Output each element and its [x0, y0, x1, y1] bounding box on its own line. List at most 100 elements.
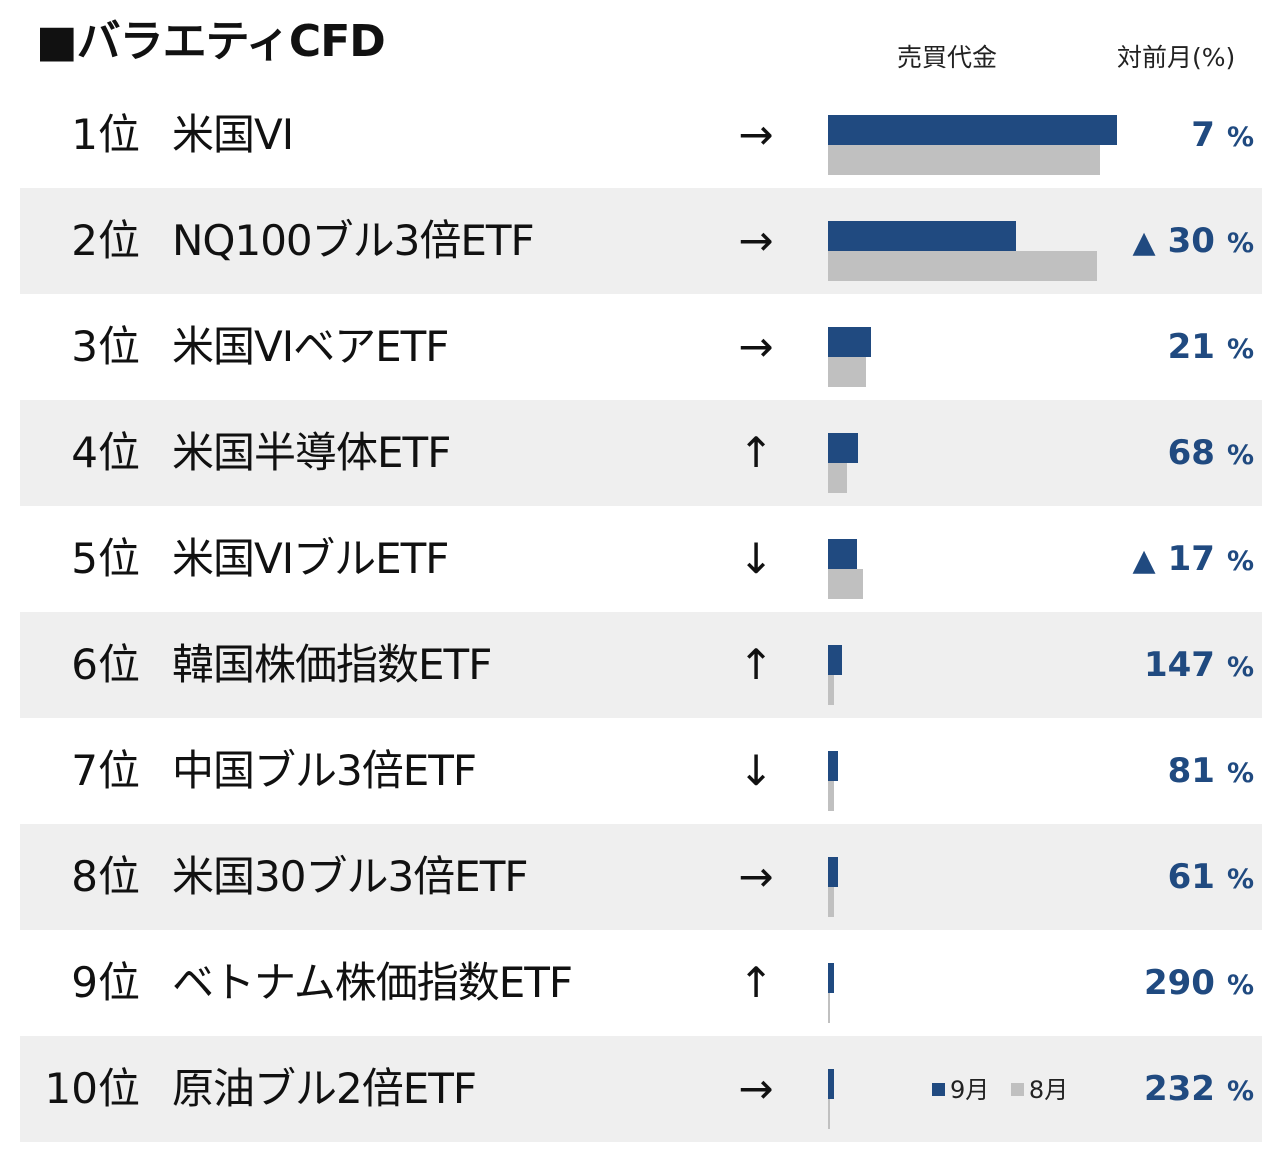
trend-arrow-icon: ↓: [738, 746, 774, 795]
volume-bars: [828, 188, 1148, 294]
ranking-row: 3位 米国VIベアETF → 21%: [20, 294, 1262, 400]
rank-label: 3位: [71, 322, 140, 371]
product-name: 原油ブル2倍ETF: [172, 1064, 477, 1113]
trend-arrow-icon: →: [738, 322, 774, 371]
legend-label-sep: 9月: [950, 1076, 990, 1104]
rank-label: 8位: [71, 852, 140, 901]
ranking-table: 1位 米国VI → 7% 2位 NQ100ブル3倍ETF → ▲ 30% 3位 米…: [20, 82, 1262, 1142]
ranking-row: 5位 米国VIブルETF ↓ ▲ 17%: [20, 506, 1262, 612]
product-name: ベトナム株価指数ETF: [172, 958, 573, 1007]
mom-change: 21%: [1156, 294, 1254, 400]
volume-bars: [828, 1036, 1148, 1142]
percent-sign: %: [1226, 864, 1254, 895]
bar-aug: [828, 993, 830, 1023]
rank-label: 10位: [44, 1064, 140, 1113]
mom-change: 147%: [1132, 612, 1254, 718]
volume-bars: [828, 506, 1148, 612]
trend-arrow-icon: →: [738, 1064, 774, 1113]
bar-sep: [828, 963, 834, 993]
rank-label: 1位: [71, 110, 140, 159]
rank-label: 5位: [71, 534, 140, 583]
mom-change: 61%: [1156, 824, 1254, 930]
mom-change: 7%: [1179, 82, 1254, 188]
rank-label: 9位: [71, 958, 140, 1007]
triangle-icon: ▲: [1132, 543, 1156, 578]
ranking-row: 4位 米国半導体ETF ↑ 68%: [20, 400, 1262, 506]
volume-bars: [828, 718, 1148, 824]
product-name: 米国30ブル3倍ETF: [172, 852, 529, 901]
bar-sep: [828, 1069, 834, 1099]
legend-label-aug: 8月: [1028, 1076, 1069, 1104]
mom-change: 290%: [1132, 930, 1254, 1036]
bar-sep: [828, 751, 839, 781]
trend-arrow-icon: →: [738, 216, 774, 265]
trend-arrow-icon: →: [738, 110, 774, 159]
mom-change: ▲ 30%: [1133, 188, 1254, 294]
bar-aug: [828, 145, 1100, 175]
volume-bars: [828, 82, 1148, 188]
bar-sep: [828, 115, 1117, 145]
page-title: ■バラエティCFD: [36, 16, 386, 67]
product-name: 米国VIベアETF: [172, 322, 449, 371]
trend-arrow-icon: ↓: [738, 534, 774, 583]
ranking-row: 2位 NQ100ブル3倍ETF → ▲ 30%: [20, 188, 1262, 294]
rank-label: 2位: [71, 216, 140, 265]
product-name: 米国VI: [172, 110, 294, 159]
bar-aug: [828, 569, 863, 599]
mom-value: 81: [1167, 751, 1215, 791]
bar-aug: [828, 251, 1097, 281]
percent-sign: %: [1226, 334, 1254, 365]
bar-sep: [828, 433, 859, 463]
product-name: NQ100ブル3倍ETF: [172, 216, 535, 265]
mom-value: 21: [1167, 327, 1215, 367]
mom-value: 17: [1167, 539, 1215, 579]
product-name: 韓国株価指数ETF: [172, 640, 492, 689]
volume-bars: [828, 400, 1148, 506]
ranking-row: 7位 中国ブル3倍ETF ↓ 81%: [20, 718, 1262, 824]
rank-label: 6位: [71, 640, 140, 689]
triangle-icon: ▲: [1132, 225, 1156, 260]
volume-bars: [828, 294, 1148, 400]
legend-swatch-aug: [1010, 1082, 1024, 1096]
mom-value: 68: [1167, 433, 1215, 473]
mom-value: 290: [1143, 963, 1215, 1003]
mom-change: 81%: [1156, 718, 1254, 824]
volume-column-header: 売買代金: [897, 43, 998, 72]
bar-sep: [828, 221, 1016, 251]
product-name: 米国半導体ETF: [172, 428, 451, 477]
ranking-row: 6位 韓国株価指数ETF ↑ 147%: [20, 612, 1262, 718]
bar-aug: [828, 887, 834, 917]
chart-legend: 9月 8月: [932, 1072, 1068, 1108]
mom-value: 7: [1191, 115, 1215, 155]
volume-bars: [828, 824, 1148, 930]
mom-value: 61: [1167, 857, 1215, 897]
volume-bars: [828, 930, 1148, 1036]
mom-change: 232%: [1132, 1036, 1254, 1142]
bar-sep: [828, 857, 838, 887]
mom-value: 147: [1143, 645, 1215, 685]
percent-sign: %: [1226, 228, 1254, 259]
mom-value: 30: [1167, 221, 1215, 261]
mom-value: 232: [1143, 1069, 1215, 1109]
bar-sep: [828, 327, 872, 357]
volume-bars: [828, 612, 1148, 718]
rank-label: 7位: [71, 746, 140, 795]
product-name: 中国ブル3倍ETF: [172, 746, 477, 795]
product-name: 米国VIブルETF: [172, 534, 449, 583]
percent-sign: %: [1226, 652, 1254, 683]
bar-aug: [828, 781, 834, 811]
percent-sign: %: [1226, 1076, 1254, 1107]
ranking-row: 8位 米国30ブル3倍ETF → 61%: [20, 824, 1262, 930]
legend-swatch-sep: [932, 1082, 945, 1096]
percent-sign: %: [1226, 440, 1254, 471]
bar-sep: [828, 645, 843, 675]
bar-sep: [828, 539, 857, 569]
trend-arrow-icon: ↑: [738, 958, 774, 1007]
bar-aug: [828, 1099, 830, 1129]
mom-change: ▲ 17%: [1133, 506, 1254, 612]
bar-aug: [828, 357, 866, 387]
trend-arrow-icon: →: [738, 852, 774, 901]
bar-aug: [828, 675, 834, 705]
ranking-row: 1位 米国VI → 7%: [20, 82, 1262, 188]
mom-change: 68%: [1156, 400, 1254, 506]
